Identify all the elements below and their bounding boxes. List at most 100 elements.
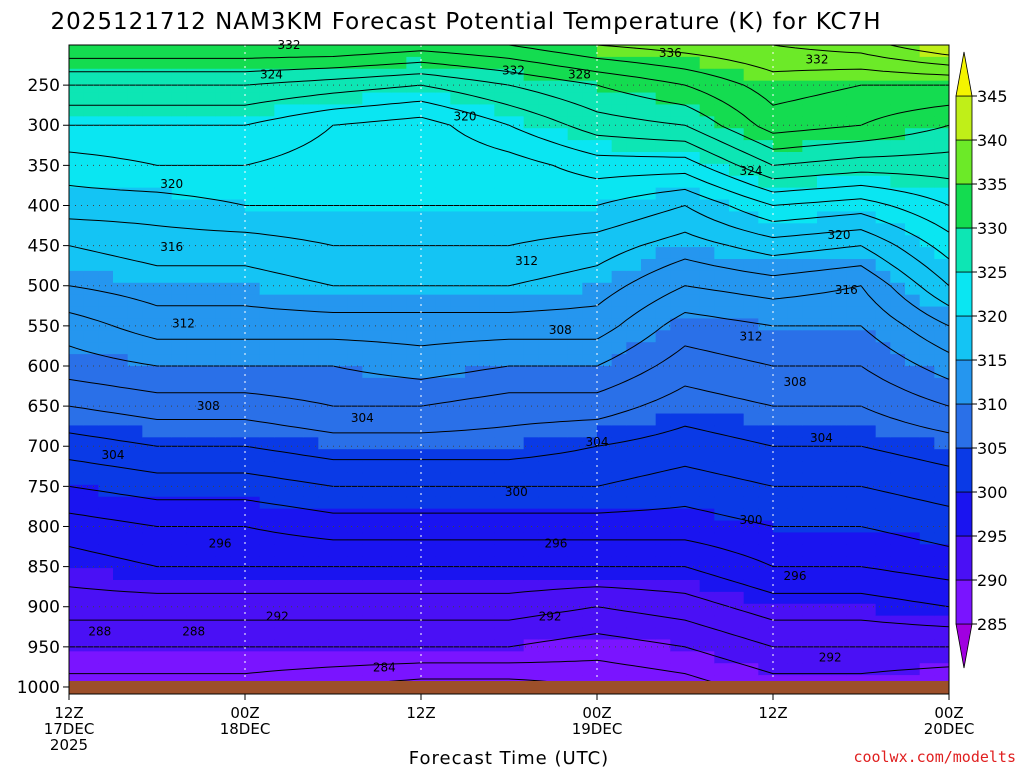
heatmap-cell [113,449,129,462]
heatmap-cell [259,651,275,664]
heatmap-cell [846,56,862,70]
heatmap-cell [69,270,85,284]
heatmap-cell [289,591,305,605]
heatmap-cell [626,140,642,153]
heatmap-cell [831,437,847,450]
heatmap-cell [69,294,85,308]
heatmap-cell [201,651,217,664]
heatmap-cell [201,199,217,213]
heatmap-cell [479,318,495,331]
heatmap-cell [171,663,187,676]
heatmap-cell [69,663,85,676]
heatmap-cell [934,544,949,557]
heatmap-cell [157,484,173,498]
heatmap-cell [69,627,85,641]
heatmap-cell [890,591,906,605]
heatmap-cell [714,639,730,652]
heatmap-cell [289,56,305,70]
heatmap-cell [538,104,554,117]
heatmap-cell [905,496,921,510]
heatmap-cell [406,140,422,153]
heatmap-cell [641,282,657,296]
heatmap-cell [567,579,583,593]
heatmap-cell [435,68,451,82]
heatmap-cell [597,663,613,676]
heatmap-cell [494,556,510,569]
heatmap-cell [450,175,466,189]
heatmap-cell [435,437,451,450]
heatmap-cell [846,282,862,296]
heatmap-cell [787,306,803,320]
heatmap-cell [274,377,290,391]
heatmap-cell [655,675,671,681]
heatmap-cell [802,56,818,70]
heatmap-cell [787,389,803,403]
ground-surface-bar [69,681,949,694]
heatmap-cell [289,472,305,486]
heatmap-cell [758,342,774,355]
heatmap-cell [259,330,275,343]
heatmap-cell [421,532,437,545]
heatmap-cell [861,377,877,391]
heatmap-cell [714,389,730,403]
heatmap-cell [685,544,701,557]
heatmap-cell [655,282,671,296]
heatmap-cell [333,330,349,343]
heatmap-cell [567,544,583,557]
heatmap-cell [875,627,891,641]
heatmap-cell [303,377,319,391]
heatmap-cell [450,413,466,427]
heatmap-cell [377,68,393,82]
heatmap-cell [685,651,701,664]
heatmap-cell [743,651,759,664]
heatmap-cell [318,140,334,153]
heatmap-cell [582,247,598,260]
heatmap-cell [553,556,569,569]
heatmap-cell [435,270,451,284]
heatmap-cell [567,365,583,379]
heatmap-cell [333,128,349,141]
heatmap-cell [230,128,246,141]
heatmap-cell [171,235,187,248]
heatmap-cell [670,365,686,379]
heatmap-cell [259,675,275,681]
y-tick-label: 750 [28,477,60,497]
heatmap-cell [69,437,85,450]
heatmap-cell [113,365,129,379]
heatmap-cell [670,377,686,391]
heatmap-cell [83,247,99,260]
heatmap-cell [641,270,657,284]
heatmap-cell [773,354,789,367]
heatmap-cell [890,389,906,403]
heatmap-cell [83,449,99,462]
heatmap-cell [875,496,891,510]
heatmap-cell [773,544,789,557]
heatmap-cell [347,128,363,141]
heatmap-cell [626,401,642,415]
heatmap-cell [289,140,305,153]
heatmap-cell [171,175,187,189]
heatmap-cell [157,425,173,438]
heatmap-cell [69,401,85,415]
heatmap-cell [83,615,99,629]
heatmap-cell [465,579,481,593]
heatmap-cell [934,365,949,379]
heatmap-cell [494,627,510,641]
heatmap-cell [245,282,261,296]
heatmap-cell [611,187,627,201]
heatmap-cell [787,365,803,379]
heatmap-cell [450,520,466,534]
heatmap-cell [171,282,187,296]
heatmap-cell [553,235,569,248]
heatmap-cell [230,603,246,617]
grid-lines [69,45,949,688]
heatmap-cell [817,639,833,652]
heatmap-cell [729,591,745,605]
heatmap-cell [743,496,759,510]
heatmap-cell [479,639,495,652]
heatmap-cell [611,152,627,165]
heatmap-cell [127,140,143,153]
heatmap-cell [831,461,847,474]
heatmap-cell [509,163,525,177]
contour-label: 312 [172,316,195,330]
